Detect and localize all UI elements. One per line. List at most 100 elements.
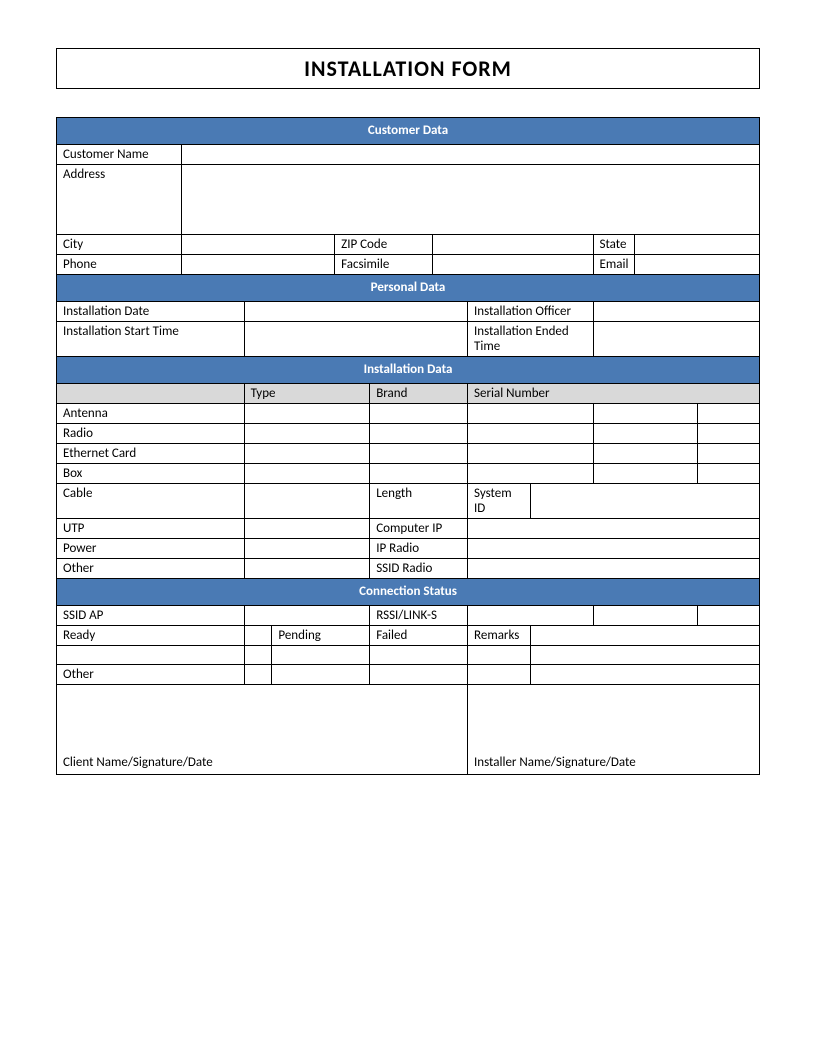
customer-header: Customer Data (57, 118, 760, 145)
installation-header: Installation Data (57, 357, 760, 384)
input-antenna-brand[interactable] (370, 404, 468, 424)
input-other-type[interactable] (244, 559, 370, 579)
input-install-officer[interactable] (593, 302, 759, 322)
input-box-type[interactable] (244, 464, 370, 484)
blank-r2-c3[interactable] (272, 665, 370, 685)
input-ready[interactable] (244, 626, 272, 646)
label-install-officer: Installation Officer (468, 302, 594, 322)
blank-r1-c5[interactable] (468, 646, 531, 665)
input-box-sn1[interactable] (468, 464, 594, 484)
label-end-time: Installation Ended Time (468, 322, 594, 357)
label-phone: Phone (57, 255, 182, 275)
input-ssid-radio[interactable] (468, 559, 760, 579)
input-radio-type[interactable] (244, 424, 370, 444)
label-antenna: Antenna (57, 404, 245, 424)
label-box: Box (57, 464, 245, 484)
input-box-sn3[interactable] (697, 464, 759, 484)
label-failed: Failed (370, 626, 468, 646)
input-system-id[interactable] (531, 484, 760, 519)
label-ssid-radio: SSID Radio (370, 559, 468, 579)
label-other-install: Other (57, 559, 245, 579)
input-zip[interactable] (433, 235, 593, 255)
input-state[interactable] (635, 235, 760, 255)
input-antenna-sn3[interactable] (697, 404, 759, 424)
label-pending: Pending (272, 626, 370, 646)
blank-r1-c4[interactable] (370, 646, 468, 665)
label-computer-ip: Computer IP (370, 519, 468, 539)
label-ready: Ready (57, 626, 245, 646)
label-cable: Cable (57, 484, 245, 519)
input-ethernet-sn2[interactable] (593, 444, 697, 464)
input-fax[interactable] (433, 255, 593, 275)
label-remarks: Remarks (468, 626, 531, 646)
client-signature[interactable]: Client Name/Signature/Date (57, 685, 468, 775)
blank-r2-c2[interactable] (244, 665, 272, 685)
input-ethernet-brand[interactable] (370, 444, 468, 464)
input-phone[interactable] (182, 255, 335, 275)
input-rssi-3[interactable] (697, 606, 759, 626)
label-ethernet: Ethernet Card (57, 444, 245, 464)
label-system-id: System ID (468, 484, 531, 519)
input-power-type[interactable] (244, 539, 370, 559)
form-title: INSTALLATION FORM (56, 48, 760, 89)
label-city: City (57, 235, 182, 255)
input-ssid-ap[interactable] (244, 606, 370, 626)
blank-r1-c3[interactable] (272, 646, 370, 665)
col-serial: Serial Number (468, 384, 760, 404)
label-ip-radio: IP Radio (370, 539, 468, 559)
label-customer-name: Customer Name (57, 145, 182, 165)
input-end-time[interactable] (593, 322, 759, 357)
blank-r1-c1[interactable] (57, 646, 245, 665)
label-other-conn: Other (57, 665, 245, 685)
label-email: Email (593, 255, 635, 275)
label-power: Power (57, 539, 245, 559)
input-city[interactable] (182, 235, 335, 255)
input-antenna-sn1[interactable] (468, 404, 594, 424)
label-ssid-ap: SSID AP (57, 606, 245, 626)
label-install-date: Installation Date (57, 302, 245, 322)
blank-r2-c5[interactable] (468, 665, 531, 685)
input-address[interactable] (182, 165, 760, 235)
blank-r1-c2[interactable] (244, 646, 272, 665)
col-blank (57, 384, 245, 404)
input-antenna-type[interactable] (244, 404, 370, 424)
input-start-time[interactable] (244, 322, 467, 357)
label-address: Address (57, 165, 182, 235)
input-ip-radio[interactable] (468, 539, 760, 559)
label-fax: Facsimile (335, 255, 433, 275)
personal-header: Personal Data (57, 275, 760, 302)
input-box-sn2[interactable] (593, 464, 697, 484)
input-customer-name[interactable] (182, 145, 760, 165)
label-zip: ZIP Code (335, 235, 433, 255)
input-ethernet-type[interactable] (244, 444, 370, 464)
blank-r1-c6[interactable] (531, 646, 760, 665)
col-type: Type (244, 384, 370, 404)
installation-form-table: Customer Data Customer Name Address City… (56, 117, 760, 775)
input-email[interactable] (635, 255, 760, 275)
blank-r2-c4[interactable] (370, 665, 468, 685)
input-cable-type[interactable] (244, 484, 370, 519)
connection-header: Connection Status (57, 579, 760, 606)
label-radio: Radio (57, 424, 245, 444)
input-ethernet-sn3[interactable] (697, 444, 759, 464)
blank-r2-c6[interactable] (531, 665, 760, 685)
label-utp: UTP (57, 519, 245, 539)
input-rssi-1[interactable] (468, 606, 594, 626)
input-radio-sn3[interactable] (697, 424, 759, 444)
label-rssi: RSSI/LINK-S (370, 606, 468, 626)
input-radio-sn2[interactable] (593, 424, 697, 444)
col-brand: Brand (370, 384, 468, 404)
installer-signature[interactable]: Installer Name/Signature/Date (468, 685, 760, 775)
input-antenna-sn2[interactable] (593, 404, 697, 424)
label-cable-length: Length (370, 484, 468, 519)
label-start-time: Installation Start Time (57, 322, 245, 357)
input-radio-sn1[interactable] (468, 424, 594, 444)
input-radio-brand[interactable] (370, 424, 468, 444)
input-install-date[interactable] (244, 302, 467, 322)
input-ethernet-sn1[interactable] (468, 444, 594, 464)
input-box-brand[interactable] (370, 464, 468, 484)
input-rssi-2[interactable] (593, 606, 697, 626)
input-remarks[interactable] (531, 626, 760, 646)
input-utp-type[interactable] (244, 519, 370, 539)
input-computer-ip[interactable] (468, 519, 760, 539)
